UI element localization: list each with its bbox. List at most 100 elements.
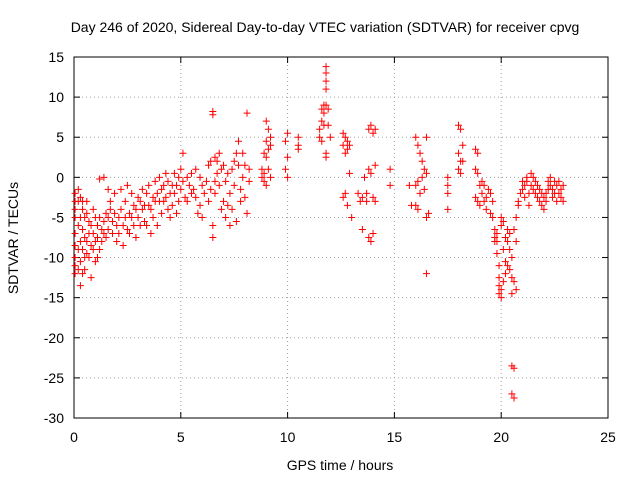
data-point [416,189,424,197]
grid [74,57,608,418]
data-point [258,165,266,173]
data-point [386,181,394,189]
data-point [132,234,140,241]
data-point [81,213,89,221]
x-tick-label: 5 [177,429,185,445]
data-point [482,205,490,213]
data-point [234,137,242,145]
data-point [412,181,420,189]
data-point [501,234,509,241]
data-point [497,221,505,229]
data-point [196,173,204,181]
data-point [418,157,426,165]
data-point [76,282,84,290]
data-point [346,141,354,149]
data-point [187,189,195,197]
data-point [160,181,168,189]
data-point [322,69,330,77]
data-point [177,185,185,193]
data-point [504,225,512,233]
data-point [510,278,518,286]
data-point [491,225,499,233]
data-point [230,181,238,189]
data-point [115,229,123,237]
data-point [260,169,268,177]
data-point [241,161,249,169]
data-point [83,209,91,217]
data-point [444,173,452,181]
data-point [158,185,166,193]
data-point [79,225,87,233]
data-point [553,181,561,189]
data-point [234,161,242,169]
data-point [425,209,433,217]
data-point [544,177,552,185]
data-point [497,294,505,302]
data-point [322,153,330,161]
data-point [262,153,270,161]
data-point [472,165,480,173]
data-point [454,165,462,173]
data-point [128,213,136,221]
data-point [162,193,170,201]
data-point [540,205,548,213]
data-point [164,205,172,213]
data-point [360,173,368,181]
data-point [237,197,245,205]
data-point [365,125,373,133]
data-point [119,242,127,250]
data-point [525,189,533,197]
data-point [149,213,157,221]
data-point [104,185,112,193]
data-point [365,165,373,173]
data-point [489,197,497,205]
data-point [506,266,514,274]
data-point [422,270,430,278]
data-point [555,177,563,185]
data-point [536,185,544,193]
data-point [71,242,79,250]
plot-frame [73,56,609,419]
data-point [179,149,187,157]
data-point [126,229,134,237]
data-point [98,225,106,233]
data-point [320,109,328,117]
data-point [369,129,377,137]
y-tick-label: -15 [44,290,64,306]
data-point [194,209,202,217]
data-point [454,121,462,129]
data-point [510,394,518,402]
data-point [190,185,198,193]
data-point [215,149,223,157]
data-point [211,153,219,161]
data-point [493,238,501,246]
data-point [205,197,213,205]
data-point [482,193,490,201]
data-point [209,111,217,119]
data-point [322,85,330,93]
data-point [324,105,332,113]
data-point [143,221,151,229]
data-point [87,274,95,282]
data-point [553,197,561,205]
data-point [542,189,550,197]
data-point [138,205,146,213]
data-point [147,205,155,213]
data-point [444,189,452,197]
data-point [117,205,125,213]
data-point [504,238,512,246]
data-point [89,246,97,254]
data-point [294,145,302,153]
data-point [79,270,87,278]
data-point [476,201,484,209]
data-point [181,193,189,201]
data-point [472,145,480,153]
data-point [499,278,507,286]
data-point [74,185,82,193]
data-point [506,229,514,237]
data-point [341,133,349,141]
x-tick-label: 20 [493,429,509,445]
data-point [318,105,326,113]
data-point [200,189,208,197]
